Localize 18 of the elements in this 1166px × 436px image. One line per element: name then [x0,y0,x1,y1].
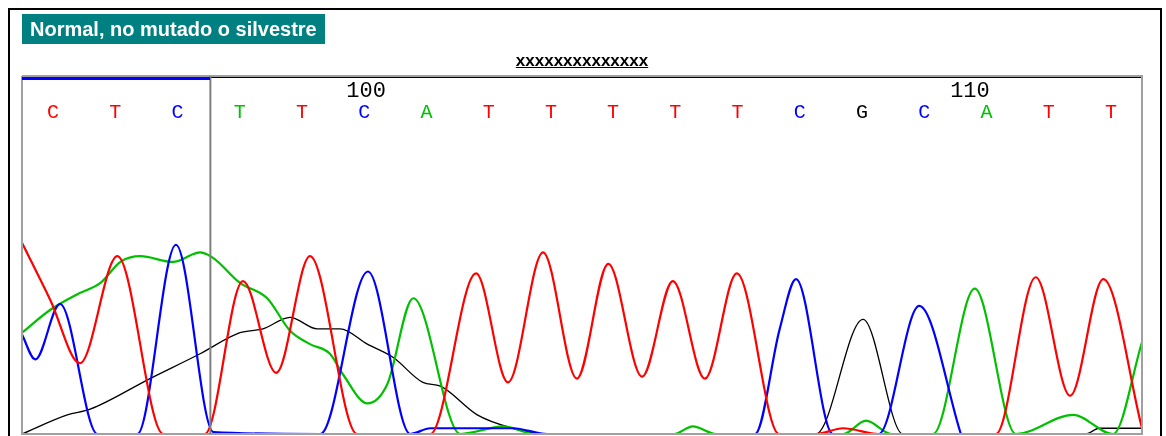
text: T [109,100,122,124]
text: T [731,100,744,124]
text: T [1104,100,1117,124]
text: T [295,100,309,124]
text: T [669,100,682,124]
text: T [1042,100,1055,124]
text: T [482,100,495,124]
text: T [233,100,246,124]
chart-title: Normal, no mutado o silvestre [22,14,325,44]
text: C [47,100,60,124]
text: T [544,100,557,124]
text: T [607,100,620,124]
text: G [855,100,869,124]
text: C [918,100,931,124]
chart-subtitle: xxxxxxxxxxxxxx [514,51,650,71]
text: A [420,100,433,124]
text: C [171,100,184,124]
text: C [793,100,806,124]
